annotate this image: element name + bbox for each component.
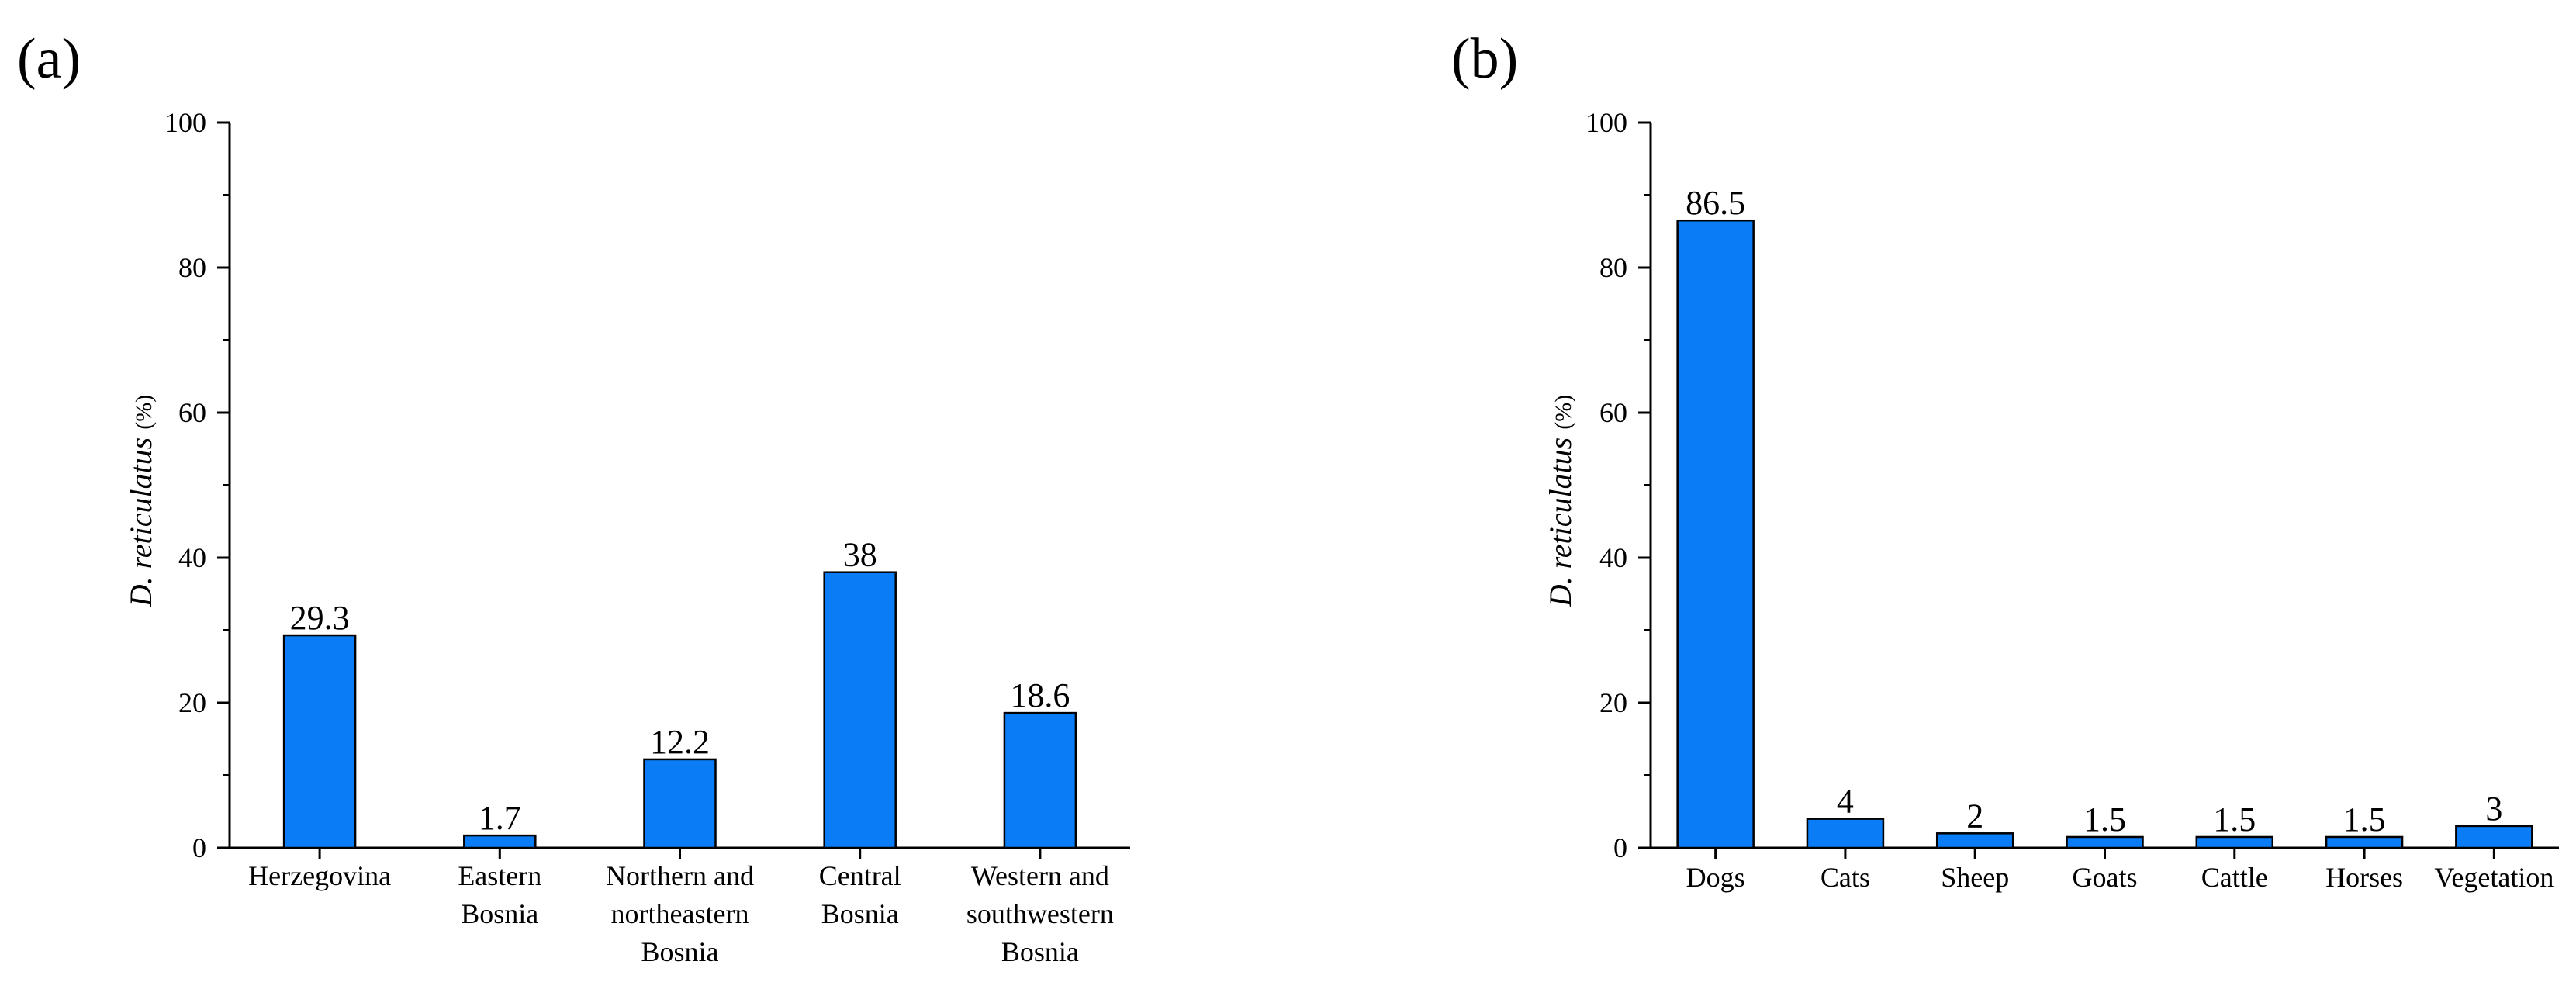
bar bbox=[2325, 835, 2404, 849]
x-category-label: Sheep bbox=[1941, 862, 2009, 893]
data-label: 1.5 bbox=[2213, 801, 2256, 839]
x-category-label: Western and southwestern Bosnia bbox=[966, 860, 1114, 967]
y-tick-label: 60 bbox=[178, 397, 206, 428]
x-category-label: Goats bbox=[2073, 862, 2138, 893]
bar bbox=[1003, 711, 1077, 849]
y-tick-label: 0 bbox=[192, 832, 206, 863]
y-tick-label: 80 bbox=[178, 252, 206, 283]
x-category-label: Central Bosnia bbox=[819, 860, 901, 929]
panel-label-b: (b) bbox=[1451, 27, 1518, 91]
x-category-label: Dogs bbox=[1686, 862, 1745, 893]
y-tick-label: 0 bbox=[1613, 832, 1627, 863]
data-label: 38 bbox=[843, 536, 877, 574]
bar bbox=[643, 758, 717, 849]
y-tick-label: 20 bbox=[1599, 687, 1627, 718]
y-tick-label: 40 bbox=[178, 542, 206, 573]
bar bbox=[1676, 219, 1755, 849]
bar bbox=[2455, 825, 2533, 849]
data-label: 4 bbox=[1837, 783, 1854, 821]
bar bbox=[2195, 835, 2274, 849]
y-tick-label: 20 bbox=[178, 687, 206, 718]
data-label: 18.6 bbox=[1010, 676, 1070, 714]
chart-panel-a: (a) 0 20 40 60 80 100 D. reticulatus(%) 29.3 Herz… bbox=[17, 27, 1130, 967]
y-tick-label: 40 bbox=[1599, 542, 1627, 573]
data-label: 1.7 bbox=[479, 799, 521, 837]
data-label: 2 bbox=[1966, 797, 1983, 835]
bar bbox=[823, 571, 897, 849]
bar bbox=[2066, 835, 2144, 849]
y-tick-label: 100 bbox=[164, 107, 206, 138]
data-label: 86.5 bbox=[1686, 184, 1745, 222]
bar bbox=[463, 834, 537, 849]
y-tick-label: 60 bbox=[1599, 397, 1627, 428]
data-label: 12.2 bbox=[650, 723, 710, 761]
chart-panel-b: (b) 0 20 40 60 80 100 D. reticulatus(%) 86.5 Dogs… bbox=[1451, 27, 2559, 893]
data-label: 1.5 bbox=[2343, 801, 2386, 839]
x-category-label: Vegetation bbox=[2434, 862, 2554, 893]
x-category-label: Cats bbox=[1820, 862, 1870, 893]
data-label: 1.5 bbox=[2083, 801, 2126, 839]
y-axis-label-a: D. reticulatus(%) bbox=[123, 395, 158, 607]
x-category-label: Eastern Bosnia bbox=[458, 860, 541, 929]
y-tick-label: 100 bbox=[1585, 107, 1627, 138]
panel-label-a: (a) bbox=[17, 27, 81, 91]
y-tick-label: 80 bbox=[1599, 252, 1627, 283]
x-category-label: Cattle bbox=[2201, 862, 2268, 893]
bar bbox=[282, 634, 357, 849]
data-label: 29.3 bbox=[290, 599, 350, 637]
data-label: 3 bbox=[2485, 790, 2502, 828]
bar bbox=[1806, 818, 1885, 849]
bar bbox=[1935, 832, 2014, 849]
x-category-label: Horses bbox=[2325, 862, 2403, 893]
x-category-label: Northern and northeastern Bosnia bbox=[606, 860, 754, 967]
y-axis-label-b: D. reticulatus(%) bbox=[1543, 395, 1578, 607]
x-category-label: Herzegovina bbox=[248, 860, 391, 891]
